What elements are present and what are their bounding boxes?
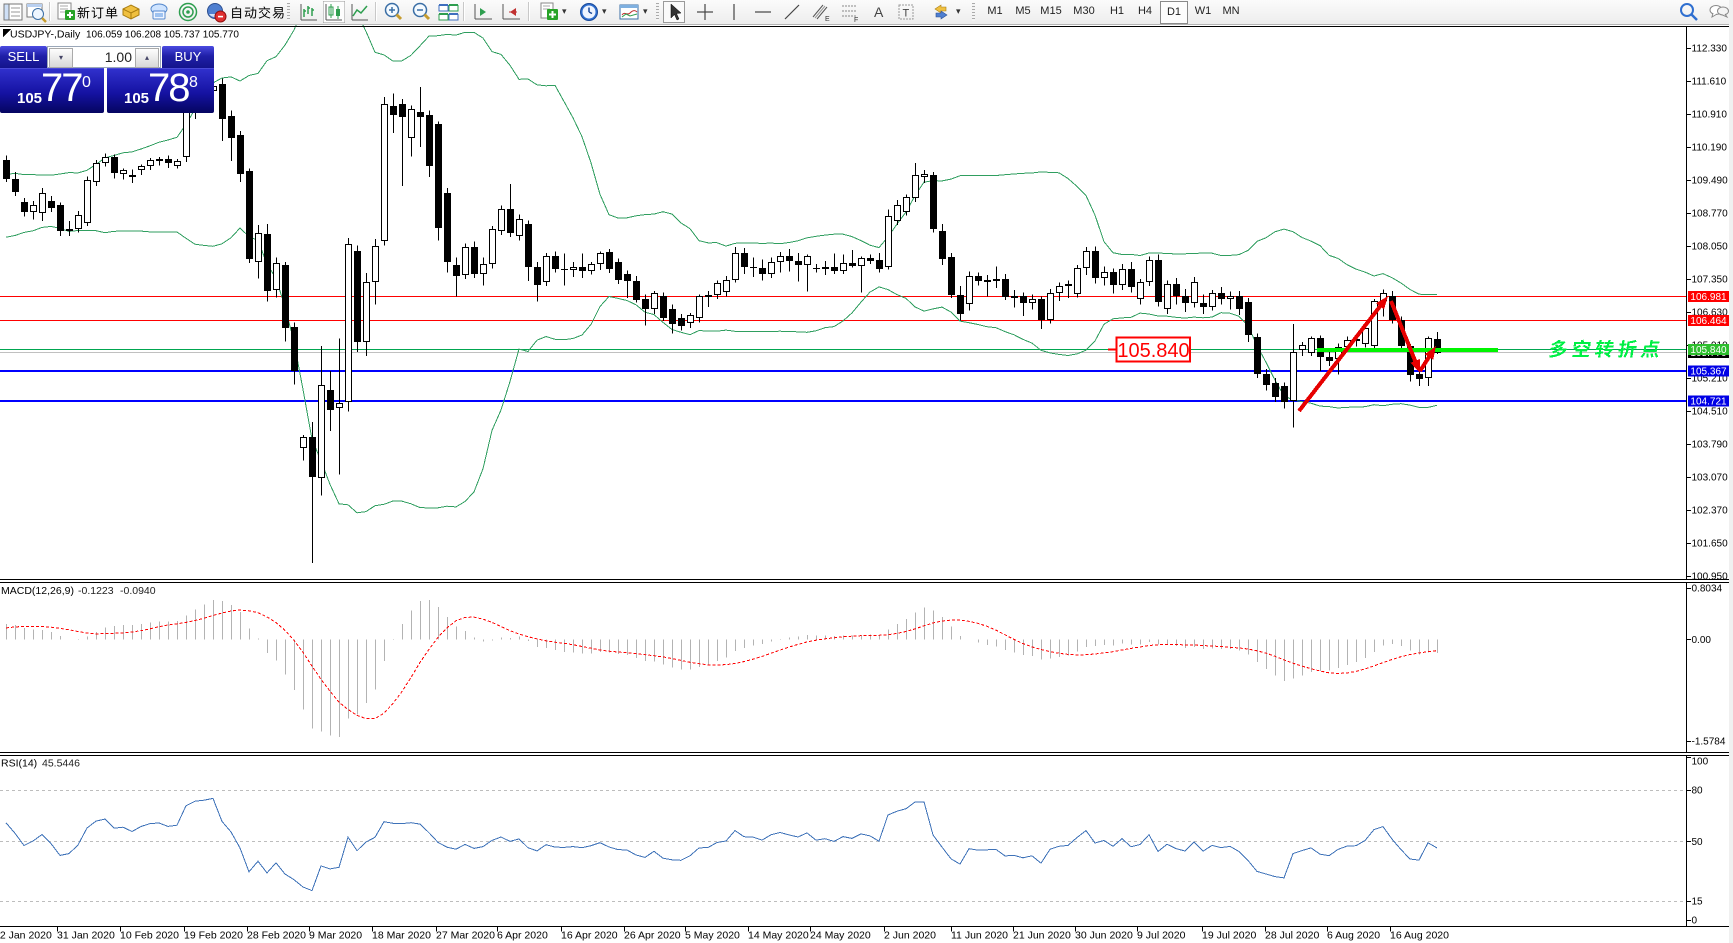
svg-text:6 Apr 2020: 6 Apr 2020 xyxy=(497,930,548,942)
svg-text:11 Jun 2020: 11 Jun 2020 xyxy=(951,930,1008,942)
svg-text:MACD(12,26,9): MACD(12,26,9) xyxy=(1,585,74,597)
svg-text:80: 80 xyxy=(1692,786,1704,797)
svg-text:A: A xyxy=(874,4,884,20)
svg-text:6 Aug 2020: 6 Aug 2020 xyxy=(1327,930,1380,942)
svg-text:105.367: 105.367 xyxy=(1690,367,1727,378)
svg-text:109.490: 109.490 xyxy=(1692,176,1729,187)
svg-text:108.770: 108.770 xyxy=(1692,209,1729,220)
svg-text:-0.1223: -0.1223 xyxy=(78,585,114,597)
svg-text:15: 15 xyxy=(1692,897,1704,908)
svg-text:101.650: 101.650 xyxy=(1692,539,1729,550)
svg-text:30 Jun 2020: 30 Jun 2020 xyxy=(1075,930,1133,942)
svg-text:USDJPY-,Daily: USDJPY-,Daily xyxy=(10,29,81,41)
svg-text:108.050: 108.050 xyxy=(1692,242,1729,253)
svg-text:19 Jul 2020: 19 Jul 2020 xyxy=(1202,930,1256,942)
svg-text:0: 0 xyxy=(1692,916,1698,927)
svg-text:106.630: 106.630 xyxy=(1692,308,1729,319)
svg-text:105.840: 105.840 xyxy=(1117,340,1189,362)
svg-text:110.190: 110.190 xyxy=(1692,143,1728,154)
svg-text:5 May 2020: 5 May 2020 xyxy=(685,930,740,942)
svg-text:102.370: 102.370 xyxy=(1692,506,1729,517)
svg-text:50: 50 xyxy=(1692,837,1704,848)
svg-text:28 Jul 2020: 28 Jul 2020 xyxy=(1265,930,1319,942)
svg-text:26 Apr 2020: 26 Apr 2020 xyxy=(624,930,681,942)
svg-text:106.059 106.208 105.737 105.77: 106.059 106.208 105.737 105.770 xyxy=(86,30,239,41)
svg-text:10 Feb 2020: 10 Feb 2020 xyxy=(120,930,179,942)
svg-text:110.910: 110.910 xyxy=(1692,110,1728,121)
svg-text:112.330: 112.330 xyxy=(1692,44,1728,55)
svg-text:18 Mar 2020: 18 Mar 2020 xyxy=(372,930,431,942)
svg-text:T: T xyxy=(903,8,910,20)
svg-text:28 Feb 2020: 28 Feb 2020 xyxy=(247,930,306,942)
svg-text:2 Jun 2020: 2 Jun 2020 xyxy=(884,930,936,942)
svg-text:9 Mar 2020: 9 Mar 2020 xyxy=(309,930,362,942)
svg-text:106.981: 106.981 xyxy=(1690,292,1727,303)
svg-text:0.8034: 0.8034 xyxy=(1692,584,1723,595)
svg-text:106.464: 106.464 xyxy=(1690,316,1727,327)
svg-text:9 Jul 2020: 9 Jul 2020 xyxy=(1137,930,1186,942)
svg-text:45.5446: 45.5446 xyxy=(42,758,80,770)
svg-text:107.350: 107.350 xyxy=(1692,275,1729,286)
svg-text:105.210: 105.210 xyxy=(1692,374,1729,385)
svg-text:22 Jan 2020: 22 Jan 2020 xyxy=(0,930,52,942)
svg-text:E: E xyxy=(825,16,830,23)
svg-text:24 May 2020: 24 May 2020 xyxy=(810,930,871,942)
svg-text:104.721: 104.721 xyxy=(1690,397,1727,408)
svg-text:103.070: 103.070 xyxy=(1692,473,1729,484)
svg-text:0.00: 0.00 xyxy=(1692,635,1712,646)
svg-text:21 Jun 2020: 21 Jun 2020 xyxy=(1013,930,1071,942)
svg-text:-0.0940: -0.0940 xyxy=(120,585,156,597)
svg-text:105.840: 105.840 xyxy=(1690,345,1727,356)
svg-text:103.790: 103.790 xyxy=(1692,440,1729,451)
svg-text:27 Mar 2020: 27 Mar 2020 xyxy=(436,930,495,942)
svg-text:F: F xyxy=(854,17,858,23)
svg-text:16 Aug 2020: 16 Aug 2020 xyxy=(1390,930,1449,942)
svg-text:31 Jan 2020: 31 Jan 2020 xyxy=(57,930,115,942)
svg-text:-1.5784: -1.5784 xyxy=(1692,737,1726,748)
svg-text:14 May 2020: 14 May 2020 xyxy=(748,930,809,942)
svg-text:16 Apr 2020: 16 Apr 2020 xyxy=(561,930,618,942)
svg-text:100: 100 xyxy=(1692,757,1709,768)
svg-text:104.510: 104.510 xyxy=(1692,407,1729,418)
svg-text:100.950: 100.950 xyxy=(1692,572,1729,583)
svg-text:111.610: 111.610 xyxy=(1692,77,1727,88)
svg-text:RSI(14): RSI(14) xyxy=(1,758,37,770)
svg-text:19 Feb 2020: 19 Feb 2020 xyxy=(184,930,243,942)
